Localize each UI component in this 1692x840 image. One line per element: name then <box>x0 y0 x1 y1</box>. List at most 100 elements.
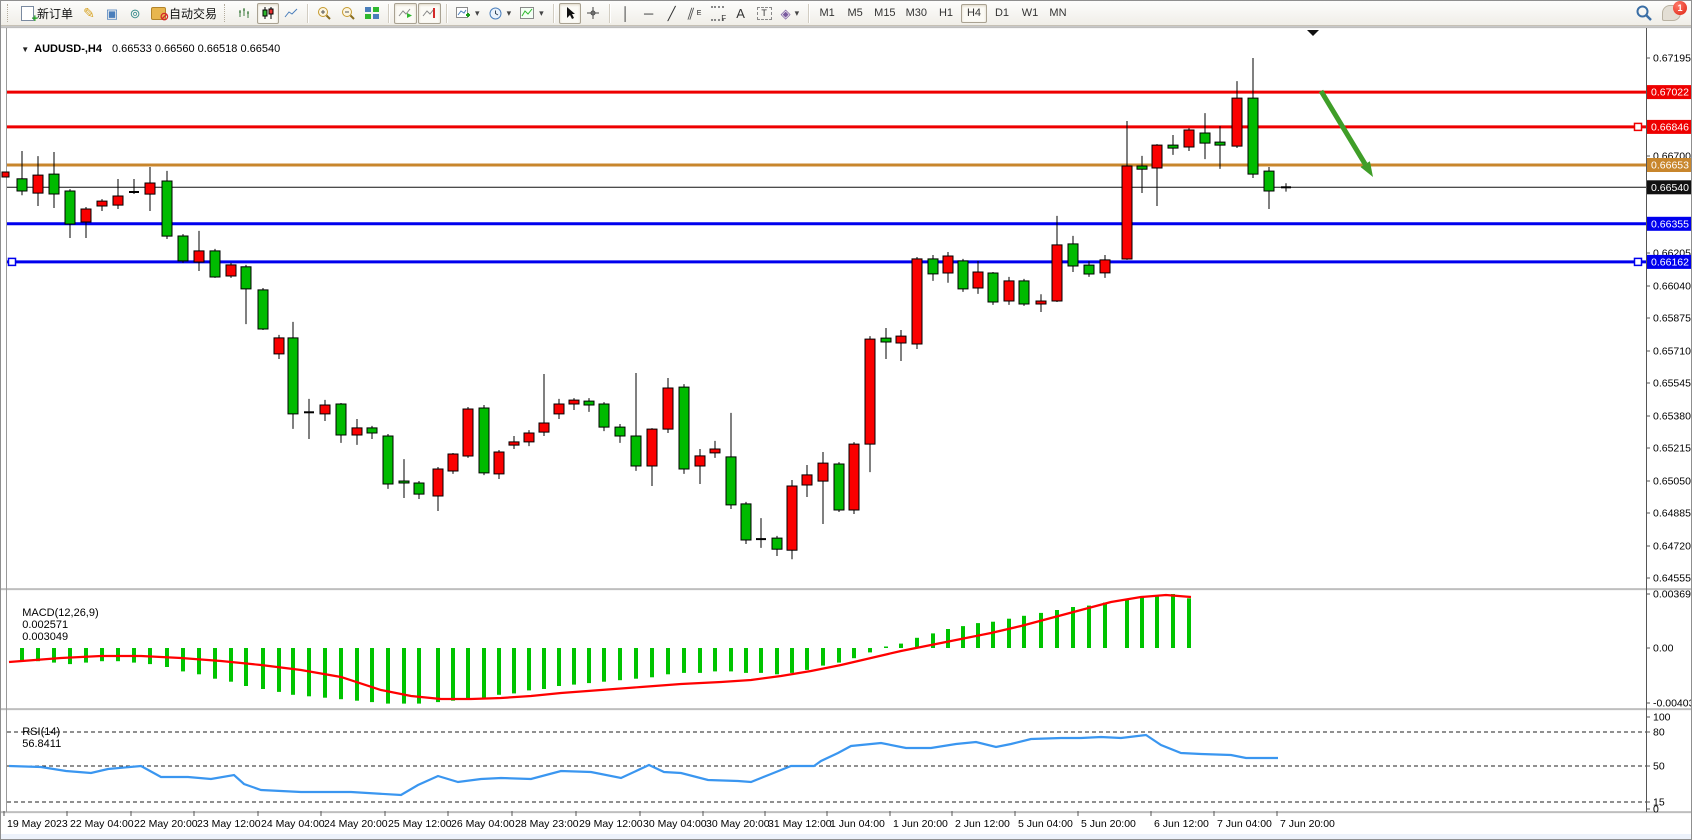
new-order-button[interactable]: 新订单 <box>17 3 77 25</box>
chart-shift-button[interactable] <box>418 2 442 24</box>
timeframe-button-M1[interactable]: M1 <box>814 4 840 23</box>
macd-signal-value: 0.003049 <box>22 631 69 643</box>
vertical-line-tool[interactable]: │ <box>615 3 637 24</box>
time-tick-label: 24 May 04:00 <box>261 818 325 830</box>
autotrading-button[interactable]: 自动交易 <box>147 3 221 24</box>
candle-body <box>786 485 798 551</box>
candle-body <box>614 426 626 437</box>
timeframe-button-MN[interactable]: MN <box>1045 4 1071 23</box>
time-tick-label: 30 May 20:00 <box>706 818 770 830</box>
toolbar-separator <box>552 3 554 23</box>
marker-pencil-button[interactable]: ✎ <box>78 3 100 24</box>
price-badge-label: 0.66355 <box>1651 218 1689 230</box>
shapes-tool[interactable]: ◈ ▾ <box>777 3 804 24</box>
templates-button[interactable]: ▾ <box>516 3 548 24</box>
candle-body <box>447 453 459 472</box>
chart-symbol-label[interactable]: ▼ AUDUSD-,H4 0.66533 0.66560 0.66518 0.665… <box>9 31 280 67</box>
text-tool[interactable]: A <box>730 3 752 24</box>
price-tick-label: 0.65545 <box>1653 378 1691 390</box>
candle-body <box>80 208 92 223</box>
macd-pane-label: MACD(12,26,9) 0.002571 0.003049 <box>10 595 99 655</box>
candle-body <box>96 200 108 207</box>
timeframe-button-M5[interactable]: M5 <box>842 4 868 23</box>
channel-icon: ∥ <box>685 6 697 20</box>
level-handle[interactable] <box>7 257 17 267</box>
macd-name: MACD(12,26,9) <box>22 607 99 619</box>
cursor-button[interactable] <box>558 2 581 24</box>
signals-button[interactable]: ⊚ <box>124 3 146 24</box>
fibonacci-icon <box>711 5 726 23</box>
notifications-icon[interactable]: 1 <box>1662 1 1687 21</box>
search-icon[interactable] <box>1636 5 1652 21</box>
candle-body <box>1231 97 1243 147</box>
timeframe-button-H1[interactable]: H1 <box>933 4 959 23</box>
bar-chart-button[interactable] <box>234 3 256 24</box>
horizontal-line-tool[interactable]: ─ <box>638 3 660 24</box>
auto-scroll-icon <box>398 8 413 18</box>
price-tick-label: 0.64885 <box>1653 508 1691 520</box>
arrow-object[interactable] <box>1318 89 1373 177</box>
zoom-in-button[interactable] <box>313 3 336 24</box>
time-tick-label: 24 May 20:00 <box>324 818 388 830</box>
price-tick-label: 0.65380 <box>1653 411 1691 423</box>
time-tick-label: 5 Jun 04:00 <box>1018 818 1073 830</box>
line-chart-button[interactable] <box>280 3 302 24</box>
candle-body <box>413 482 425 495</box>
timeframe-button-M15[interactable]: M15 <box>870 4 899 23</box>
candle-body <box>1035 300 1047 305</box>
candle-body <box>880 337 892 343</box>
candle-body <box>848 443 860 511</box>
candle-body <box>144 182 156 195</box>
level-handle[interactable] <box>1633 257 1643 267</box>
timeframe-button-H4[interactable]: H4 <box>960 3 987 23</box>
price-tick-label: 0.65710 <box>1653 346 1691 358</box>
cursor-icon <box>566 7 575 19</box>
macd-layer: 0.003691 0.00 -0.004037 <box>8 589 1691 710</box>
trendline-tool[interactable]: ╱ <box>661 3 683 24</box>
candle-body <box>319 404 331 415</box>
candle-body <box>1167 144 1179 149</box>
candle-body <box>112 195 124 206</box>
label-tool[interactable]: T <box>753 3 776 24</box>
candle-body <box>1067 243 1079 267</box>
time-tick-label: 7 Jun 04:00 <box>1217 818 1272 830</box>
zoom-out-button[interactable] <box>337 3 360 24</box>
rsi-layer: 100 80 50 150 <box>7 712 1671 816</box>
timeframe-button-W1[interactable]: W1 <box>1017 4 1043 23</box>
level-handle[interactable] <box>1633 122 1643 132</box>
tile-windows-icon <box>365 7 380 19</box>
candle-body <box>382 435 394 485</box>
new-window-button[interactable]: ▣ <box>101 3 123 24</box>
candle-body <box>32 174 44 194</box>
clock-icon <box>489 7 502 19</box>
periods-button[interactable]: ▾ <box>485 3 516 24</box>
trendline-icon: ╱ <box>667 5 676 21</box>
tile-windows-button[interactable] <box>361 3 383 24</box>
auto-scroll-button[interactable] <box>394 2 418 24</box>
time-tick-label: 1 Jun 04:00 <box>830 818 885 830</box>
time-tick-label: 22 May 20:00 <box>134 818 198 830</box>
horizontal-level-lines <box>7 90 1646 267</box>
candle-body <box>1199 132 1211 144</box>
indicators-button[interactable]: ▾ <box>452 3 484 24</box>
candle-body <box>553 403 565 415</box>
price-badge-label: 0.66653 <box>1651 160 1689 172</box>
shift-marker-icon[interactable] <box>1307 30 1319 36</box>
candlestick-chart-button[interactable] <box>257 2 280 24</box>
price-badge-label: 0.67022 <box>1651 87 1689 99</box>
crosshair-button[interactable] <box>582 3 604 24</box>
price-badge <box>1647 119 1691 134</box>
timeframe-button-M30[interactable]: M30 <box>902 4 931 23</box>
candle-body <box>1183 129 1195 148</box>
macd-scale-label: 0.00 <box>1653 643 1674 655</box>
candle-body <box>833 463 845 511</box>
fibonacci-tool[interactable] <box>707 3 729 24</box>
channel-tool[interactable]: ∥ E <box>684 3 706 24</box>
toolbar-separator <box>608 3 610 23</box>
collapse-icon[interactable]: ▼ <box>21 45 30 54</box>
timeframe-button-D1[interactable]: D1 <box>989 4 1015 23</box>
new-order-icon <box>21 5 38 25</box>
time-tick-label: 6 Jun 12:00 <box>1154 818 1209 830</box>
